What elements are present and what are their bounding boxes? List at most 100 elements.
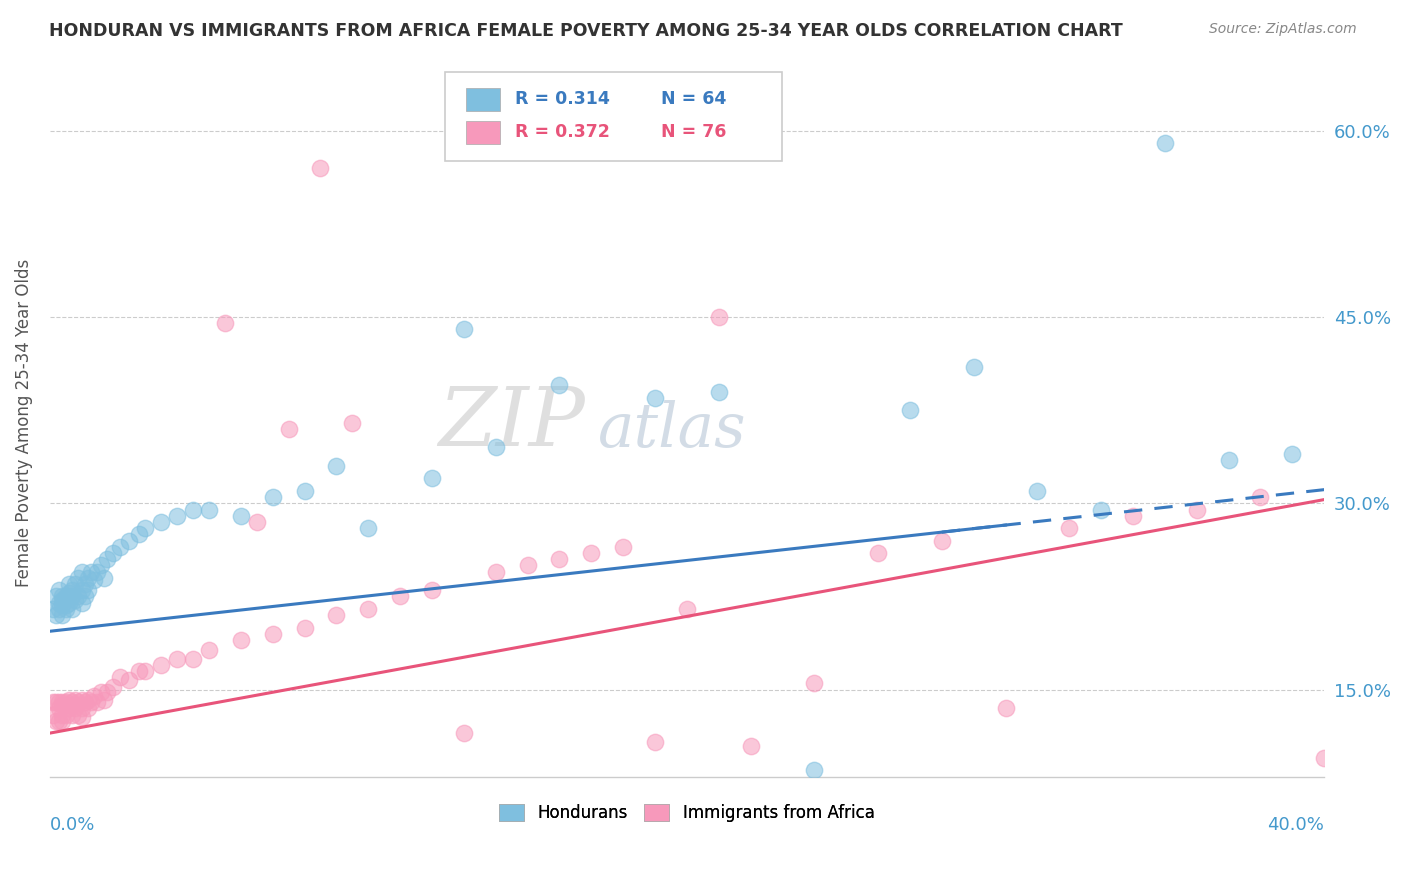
Point xyxy=(134,664,156,678)
Point xyxy=(516,558,538,573)
Point xyxy=(51,608,73,623)
Point xyxy=(676,602,699,616)
Text: atlas: atlas xyxy=(598,400,747,459)
Point xyxy=(55,602,77,616)
Point xyxy=(277,422,299,436)
Point xyxy=(294,621,316,635)
Point xyxy=(48,602,70,616)
Point xyxy=(67,695,90,709)
Text: R = 0.372: R = 0.372 xyxy=(515,123,610,141)
Point xyxy=(1122,508,1144,523)
Point xyxy=(389,590,412,604)
Text: 0.0%: 0.0% xyxy=(49,815,96,833)
FancyBboxPatch shape xyxy=(467,87,499,111)
Point xyxy=(63,577,86,591)
Point xyxy=(803,676,825,690)
Point xyxy=(1185,502,1208,516)
Point xyxy=(60,707,83,722)
Point xyxy=(83,574,105,588)
FancyBboxPatch shape xyxy=(444,72,783,161)
Point xyxy=(63,593,86,607)
Point xyxy=(86,695,108,709)
Point xyxy=(60,583,83,598)
Point xyxy=(994,701,1017,715)
Point xyxy=(55,695,77,709)
Point xyxy=(48,701,70,715)
Point xyxy=(60,590,83,604)
Point xyxy=(63,692,86,706)
Point xyxy=(1313,751,1336,765)
Point xyxy=(453,726,475,740)
Point xyxy=(51,698,73,712)
Point xyxy=(58,701,80,715)
Point xyxy=(55,598,77,612)
Point xyxy=(198,643,221,657)
Point xyxy=(420,471,443,485)
Point xyxy=(73,695,96,709)
Point xyxy=(93,692,115,706)
Point xyxy=(96,552,118,566)
Point xyxy=(1249,490,1271,504)
Point xyxy=(77,701,100,715)
Text: Source: ZipAtlas.com: Source: ZipAtlas.com xyxy=(1209,22,1357,37)
Point xyxy=(45,695,67,709)
Point xyxy=(707,310,730,324)
Point xyxy=(51,707,73,722)
Point xyxy=(51,590,73,604)
Point xyxy=(198,502,221,516)
Point xyxy=(80,695,103,709)
Point xyxy=(90,558,112,573)
Point xyxy=(485,565,508,579)
Point xyxy=(548,552,571,566)
Point xyxy=(73,590,96,604)
Point xyxy=(325,458,347,473)
Point xyxy=(103,546,125,560)
Point xyxy=(70,692,93,706)
Point xyxy=(58,692,80,706)
Point xyxy=(548,378,571,392)
Text: 40.0%: 40.0% xyxy=(1267,815,1324,833)
Point xyxy=(60,602,83,616)
Point xyxy=(898,403,921,417)
Point xyxy=(118,673,141,687)
Point xyxy=(1090,502,1112,516)
Point xyxy=(453,322,475,336)
Point xyxy=(51,598,73,612)
Point xyxy=(108,540,131,554)
Point xyxy=(70,596,93,610)
Point xyxy=(150,515,173,529)
Point xyxy=(58,586,80,600)
Point xyxy=(45,714,67,728)
Point xyxy=(45,608,67,623)
Point xyxy=(166,651,188,665)
Point xyxy=(342,416,364,430)
Point xyxy=(73,577,96,591)
Point xyxy=(42,707,65,722)
Point xyxy=(963,359,986,374)
Point xyxy=(128,527,150,541)
Point xyxy=(93,571,115,585)
Point xyxy=(96,685,118,699)
Point xyxy=(70,583,93,598)
Point xyxy=(60,698,83,712)
Point xyxy=(128,664,150,678)
Point xyxy=(45,590,67,604)
Point xyxy=(150,657,173,672)
Point xyxy=(58,577,80,591)
Point xyxy=(48,596,70,610)
Point xyxy=(83,689,105,703)
Point xyxy=(325,608,347,623)
Point xyxy=(246,515,269,529)
Point xyxy=(48,695,70,709)
Point xyxy=(868,546,890,560)
Point xyxy=(214,316,236,330)
Point xyxy=(51,714,73,728)
Point xyxy=(55,698,77,712)
Point xyxy=(60,695,83,709)
Point xyxy=(63,701,86,715)
Text: HONDURAN VS IMMIGRANTS FROM AFRICA FEMALE POVERTY AMONG 25-34 YEAR OLDS CORRELAT: HONDURAN VS IMMIGRANTS FROM AFRICA FEMAL… xyxy=(49,22,1123,40)
Text: N = 76: N = 76 xyxy=(661,123,727,141)
Point xyxy=(103,680,125,694)
Text: N = 64: N = 64 xyxy=(661,90,727,108)
Point xyxy=(70,710,93,724)
